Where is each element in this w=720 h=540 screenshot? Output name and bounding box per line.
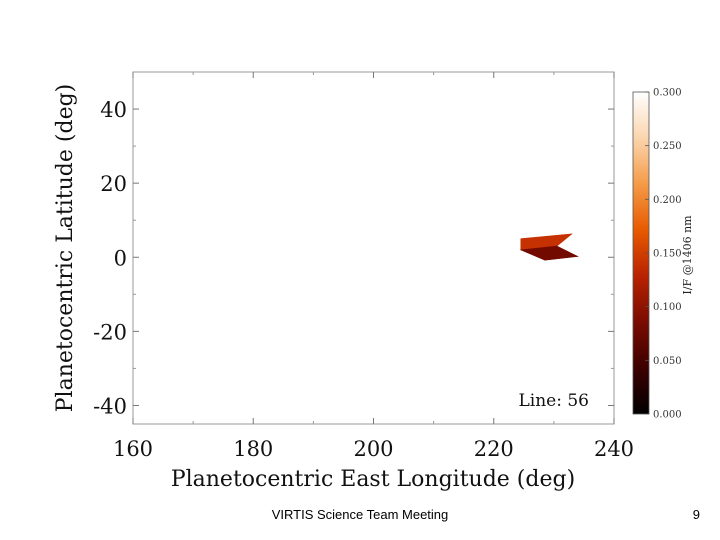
y-tick-label: -20 (93, 320, 127, 344)
x-tick-labels: 160 180 200 220 240 (113, 437, 634, 461)
footer-meeting-title: VIRTIS Science Team Meeting (271, 507, 449, 522)
y-tick-labels: -40 -20 0 20 40 (93, 98, 127, 418)
colorbar-tick-label: 0.100 (653, 302, 682, 313)
y-tick-label: 40 (100, 98, 127, 122)
colorbar-title: I/F @1406 nm (681, 215, 694, 295)
page-number: 9 (692, 507, 700, 522)
x-tick-label: 160 (113, 437, 153, 461)
line-annotation: Line: 56 (519, 391, 590, 411)
y-ticks (133, 71, 614, 406)
x-ticks (132, 72, 615, 424)
x-tick-label: 200 (353, 437, 393, 461)
y-axis-title: Planetocentric Latitude (deg) (53, 84, 78, 413)
colorbar-tick-label: 0.000 (653, 410, 682, 421)
x-tick-label: 240 (594, 437, 634, 461)
y-tick-label: 0 (114, 246, 127, 270)
colorbar-tick-labels: 0.000 0.050 0.100 0.150 0.200 0.250 0.300 (653, 88, 682, 421)
colorbar-tick-label: 0.300 (653, 88, 682, 99)
colorbar-tick-label: 0.250 (653, 141, 682, 152)
x-axis-title: Planetocentric East Longitude (deg) (171, 467, 575, 492)
colorbar-tick-label: 0.050 (653, 356, 682, 367)
data-patch-2 (519, 245, 579, 261)
chart: 160 180 200 220 240 -40 -20 0 20 40 Planetocentr… (53, 71, 694, 492)
data-patches (519, 233, 579, 261)
y-tick-label: -40 (93, 394, 127, 418)
x-tick-label: 180 (233, 437, 273, 461)
colorbar-tick-label: 0.150 (653, 249, 682, 260)
colorbar-tick-label: 0.200 (653, 195, 682, 206)
colorbar-ticks (645, 91, 649, 415)
x-tick-label: 220 (474, 437, 514, 461)
y-tick-label: 20 (100, 172, 127, 196)
